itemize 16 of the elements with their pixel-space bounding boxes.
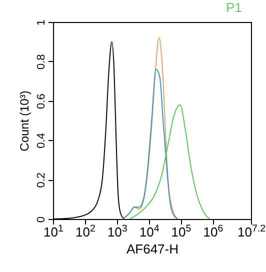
x-tick-label: 10$^{3}$ xyxy=(107,223,128,240)
y-tick-label: 0.8 xyxy=(36,54,48,70)
x-tick-label: 10$^{4}$ xyxy=(139,223,160,240)
y-tick-label: 0 xyxy=(36,216,48,223)
x-tick-label: 10$^{2}$ xyxy=(75,223,96,240)
x-tick-label: 10$^{6}$ xyxy=(203,223,224,240)
y-axis-title: Count (10³) xyxy=(18,90,32,152)
y-tick-label: 0.4 xyxy=(36,133,48,148)
chart-title: P1 xyxy=(226,0,242,15)
y-tick-label: 1 xyxy=(36,19,48,26)
y-tick-label: 0.2 xyxy=(36,172,48,188)
x-tick-label: 10$^{7.2}$ xyxy=(237,223,266,240)
x-axis-title: AF647-H xyxy=(126,242,179,256)
x-tick-label: 10$^{5}$ xyxy=(171,223,192,240)
y-tick-label: 0.6 xyxy=(36,94,48,109)
x-tick-label: 10$^{1}$ xyxy=(44,223,64,240)
